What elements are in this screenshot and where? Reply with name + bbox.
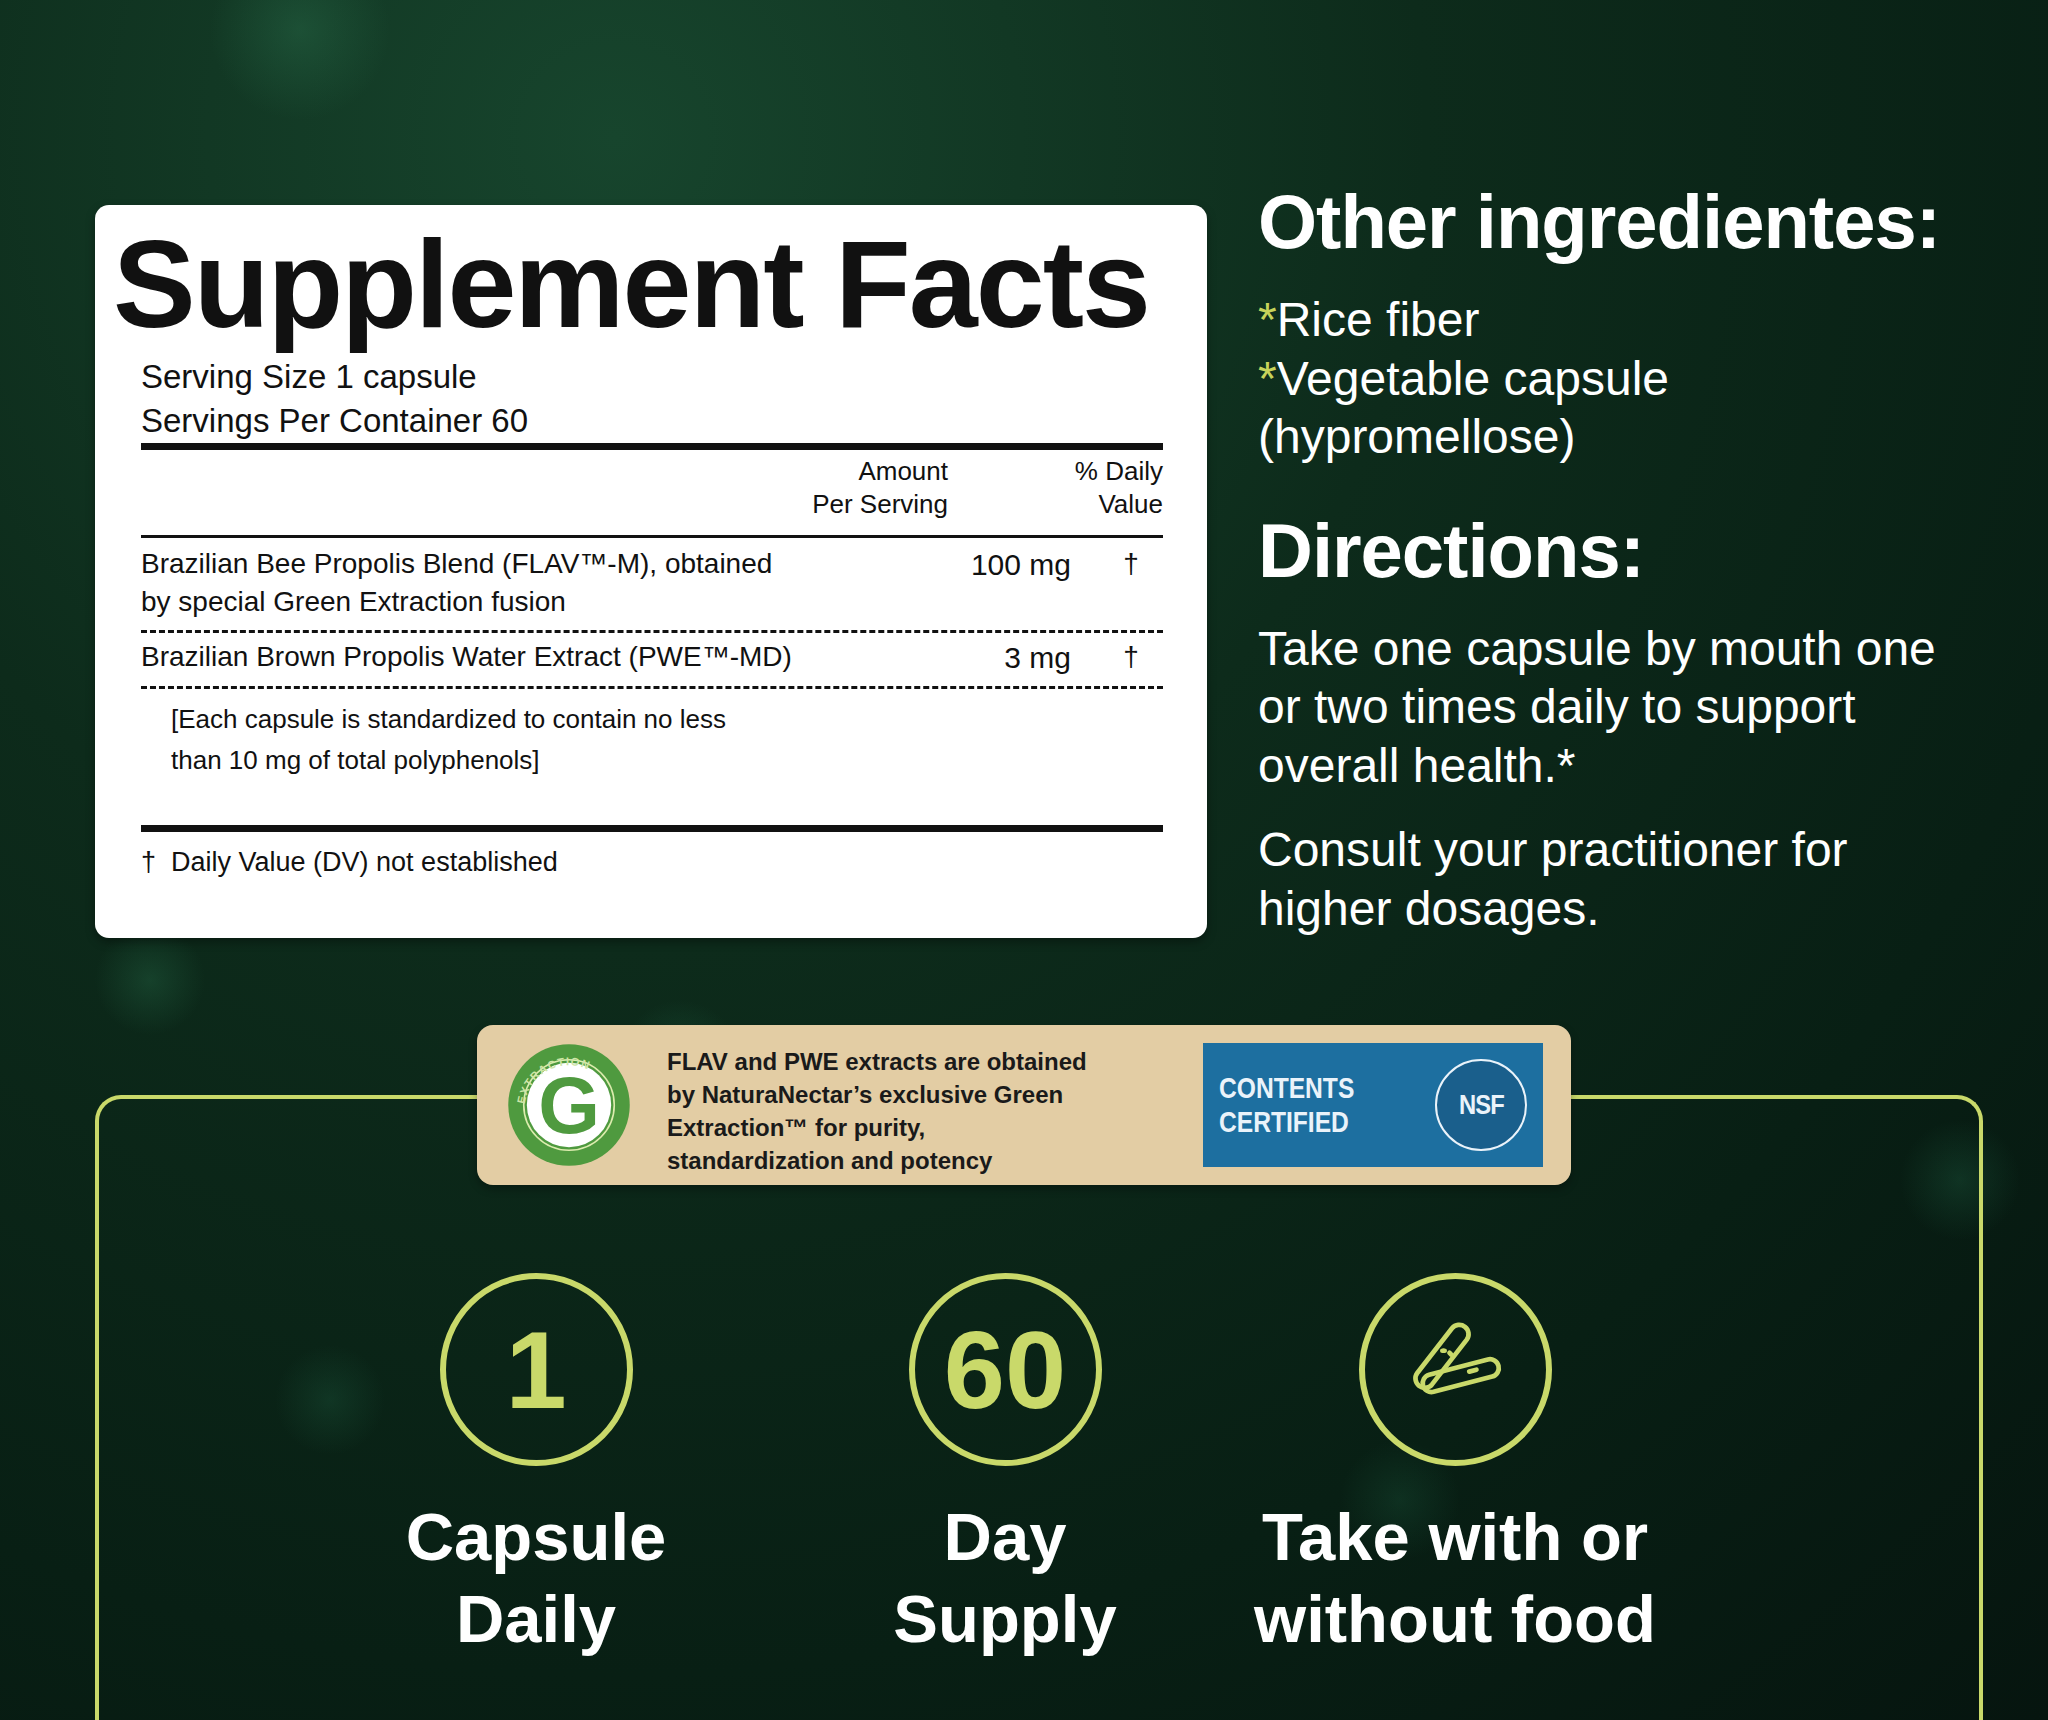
svg-text:G: G <box>538 1061 600 1150</box>
